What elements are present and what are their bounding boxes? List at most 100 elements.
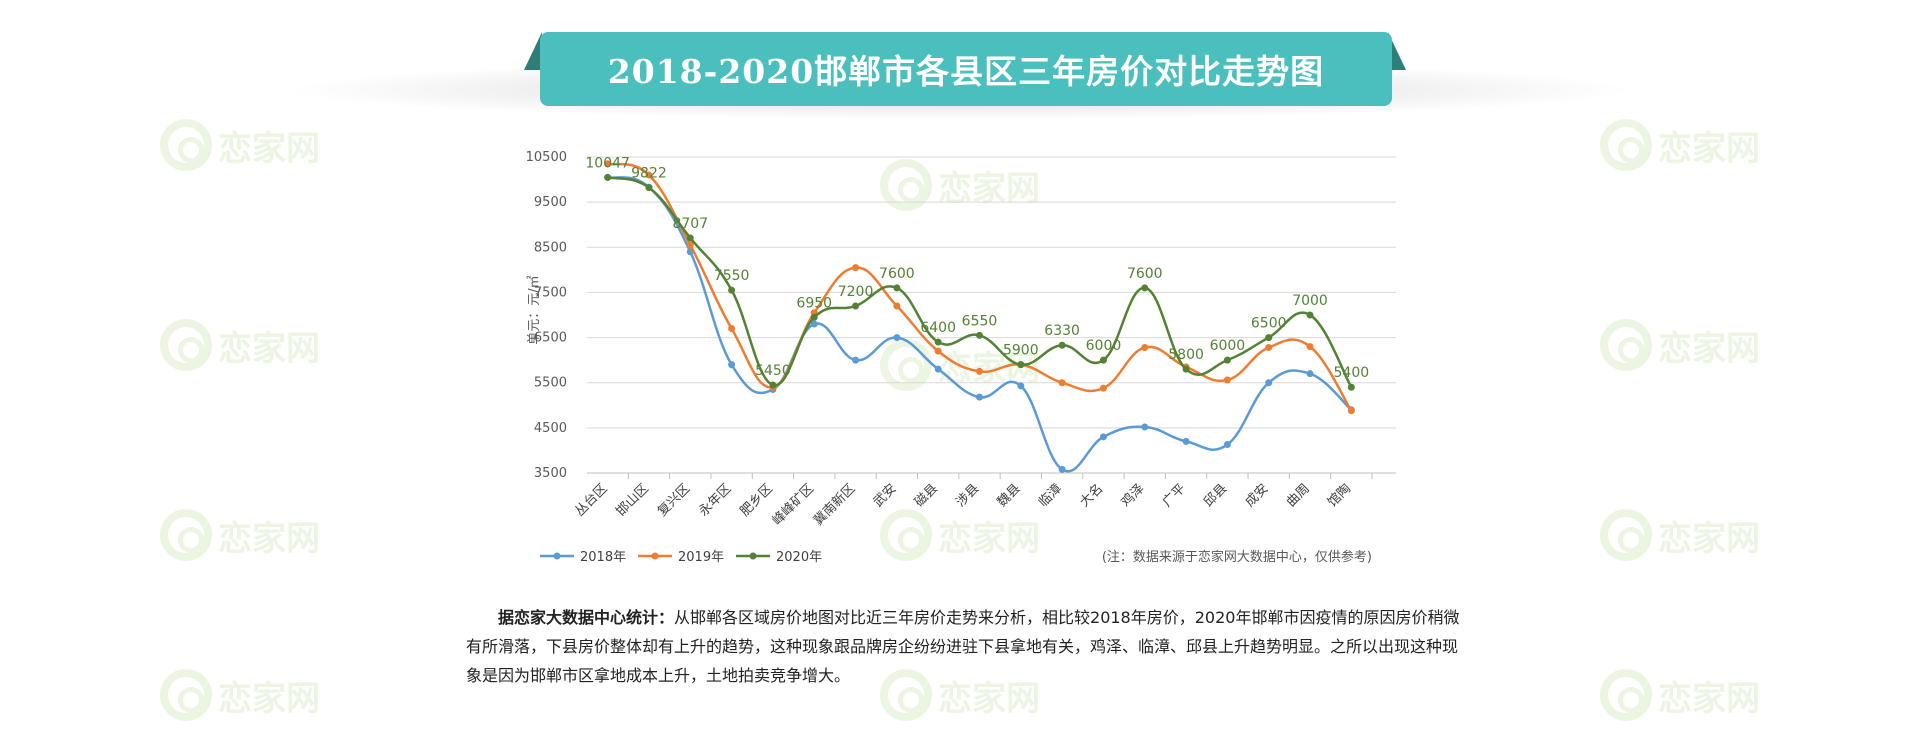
x-tick-label: 成安 xyxy=(1243,481,1272,510)
ribbon-fold-right xyxy=(1388,32,1406,70)
data-label: 7000 xyxy=(1292,293,1328,309)
legend-label: 2018年 xyxy=(580,550,626,565)
data-point xyxy=(1017,361,1025,369)
data-point xyxy=(1141,423,1149,431)
ribbon-fold-left xyxy=(524,32,542,70)
data-point xyxy=(1182,365,1190,373)
data-label: 5800 xyxy=(1168,347,1204,363)
y-tick-label: 7500 xyxy=(534,285,567,300)
source-note: (注：数据来源于恋家网大数据中心，仅供参考) xyxy=(1102,549,1372,565)
y-tick-label: 4500 xyxy=(534,421,567,436)
data-point xyxy=(1058,341,1066,349)
data-point xyxy=(893,284,901,292)
data-point xyxy=(769,381,777,389)
data-point xyxy=(728,325,736,333)
data-label: 7600 xyxy=(879,266,915,282)
y-tick-label: 8500 xyxy=(534,240,567,255)
data-point xyxy=(1058,465,1066,473)
data-point xyxy=(1099,384,1107,392)
legend-marker xyxy=(553,552,561,560)
data-point xyxy=(1141,284,1149,292)
y-tick-label: 5500 xyxy=(534,376,567,391)
data-label: 7600 xyxy=(1127,266,1163,282)
y-tick-label: 10500 xyxy=(526,150,567,165)
y-axis-label: 单元：元/㎡ xyxy=(527,275,542,344)
data-point xyxy=(976,367,983,375)
data-point xyxy=(1099,433,1107,441)
data-point xyxy=(1223,376,1231,384)
data-point xyxy=(852,356,860,364)
data-point xyxy=(893,302,901,310)
x-tick-label: 邯山区 xyxy=(614,481,652,519)
data-point xyxy=(728,361,736,369)
data-label: 6950 xyxy=(796,295,832,311)
data-point xyxy=(1223,356,1231,364)
x-tick-label: 永年区 xyxy=(696,481,734,519)
data-point xyxy=(893,334,901,342)
data-point xyxy=(645,184,653,192)
data-point xyxy=(1223,441,1231,449)
x-tick-label: 鸡泽 xyxy=(1118,481,1148,511)
x-tick-label: 复兴区 xyxy=(655,481,693,519)
x-tick-label: 峰峰矿区 xyxy=(770,481,817,528)
data-point xyxy=(810,313,818,321)
data-point xyxy=(1058,379,1066,387)
x-tick-label: 冀南新区 xyxy=(810,481,858,529)
data-label: 10047 xyxy=(585,155,630,171)
x-tick-label: 丛台区 xyxy=(572,481,610,519)
legend-label: 2020年 xyxy=(776,550,822,565)
legend-label: 2019年 xyxy=(678,550,724,565)
data-label: 6330 xyxy=(1044,323,1080,339)
data-point xyxy=(1265,334,1273,342)
x-tick-label: 肥乡区 xyxy=(738,481,776,519)
data-label: 7550 xyxy=(714,268,750,284)
data-point xyxy=(1017,382,1025,390)
data-point xyxy=(1306,311,1314,319)
data-point xyxy=(976,331,983,339)
legend-marker xyxy=(651,552,659,560)
x-tick-label: 馆陶 xyxy=(1324,481,1354,511)
data-point xyxy=(604,173,612,181)
data-label: 7200 xyxy=(838,284,874,300)
data-point xyxy=(852,264,860,272)
x-tick-label: 临漳 xyxy=(1035,481,1065,511)
x-tick-label: 广平 xyxy=(1160,481,1189,510)
data-label: 6550 xyxy=(962,313,998,329)
data-point xyxy=(810,320,818,328)
x-tick-label: 魏县 xyxy=(995,481,1024,510)
data-point xyxy=(934,365,942,373)
x-tick-label: 磁县 xyxy=(912,481,941,510)
data-point xyxy=(1347,383,1355,391)
data-label: 5450 xyxy=(755,363,791,379)
data-label: 6000 xyxy=(1210,338,1246,354)
data-label: 5900 xyxy=(1003,343,1039,359)
data-point xyxy=(1306,370,1314,378)
data-label: 6500 xyxy=(1251,316,1287,332)
x-tick-label: 大名 xyxy=(1077,481,1107,511)
data-point xyxy=(728,286,736,294)
data-point xyxy=(1141,344,1149,352)
data-point xyxy=(1265,379,1273,387)
data-point xyxy=(1306,343,1314,351)
y-tick-label: 6500 xyxy=(534,331,567,346)
data-point xyxy=(604,160,612,168)
x-tick-label: 邱县 xyxy=(1201,481,1230,510)
data-point xyxy=(1347,407,1355,415)
y-tick-label: 3500 xyxy=(534,466,567,481)
data-point xyxy=(852,302,860,310)
paragraph-body: 从邯郸各区域房价地图对比近三年房价走势来分析，相比较2018年房价，2020年邯… xyxy=(466,608,1460,685)
data-point xyxy=(686,241,694,249)
x-tick-label: 曲周 xyxy=(1284,481,1313,510)
data-point xyxy=(976,393,983,401)
data-point xyxy=(686,234,694,242)
x-tick-label: 涉县 xyxy=(953,481,982,510)
chart-title: 2018-2020邯郸市各县区三年房价对比走势图 xyxy=(607,52,1325,91)
data-point xyxy=(934,347,942,355)
data-label: 6400 xyxy=(920,320,956,336)
y-tick-label: 9500 xyxy=(534,195,567,210)
data-label: 5400 xyxy=(1334,365,1370,381)
legend-marker xyxy=(749,552,757,560)
title-banner: 2018-2020邯郸市各县区三年房价对比走势图 xyxy=(540,32,1392,106)
data-point xyxy=(1099,356,1107,364)
